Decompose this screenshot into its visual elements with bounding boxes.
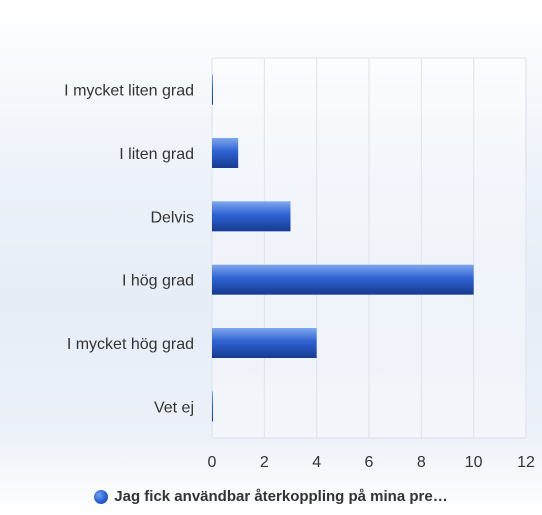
bars	[212, 74, 474, 422]
x-tick-label: 8	[417, 454, 426, 471]
legend[interactable]: Jag fick användbar återkoppling på mina …	[0, 488, 542, 505]
category-label: I mycket liten grad	[64, 83, 194, 100]
category-label: Delvis	[150, 209, 194, 226]
category-label: I mycket hög grad	[67, 336, 194, 353]
bar[interactable]	[212, 201, 291, 232]
x-tick-label: 4	[312, 454, 321, 471]
x-tick-label: 12	[517, 454, 535, 471]
legend-label: Jag fick användbar återkoppling på mina …	[114, 488, 448, 505]
x-tick-label: 2	[260, 454, 269, 471]
category-labels: I mycket liten grad I liten grad Delvis I h…	[64, 83, 194, 417]
x-tick-label: 10	[465, 454, 483, 471]
bar[interactable]	[212, 391, 213, 422]
legend-marker-icon	[94, 489, 109, 504]
x-tick-labels: 0 2 4 6 8 10 12	[208, 454, 535, 471]
category-label: Vet ej	[154, 399, 194, 416]
bar[interactable]	[212, 328, 317, 358]
x-tick-label: 6	[365, 454, 374, 471]
bar[interactable]	[212, 74, 213, 105]
x-tick-label: 0	[208, 454, 217, 471]
category-label: I liten grad	[119, 146, 194, 163]
bar[interactable]	[212, 138, 239, 168]
category-label: I hög grad	[122, 273, 194, 290]
bar[interactable]	[212, 264, 474, 295]
grid-lines	[211, 57, 527, 439]
